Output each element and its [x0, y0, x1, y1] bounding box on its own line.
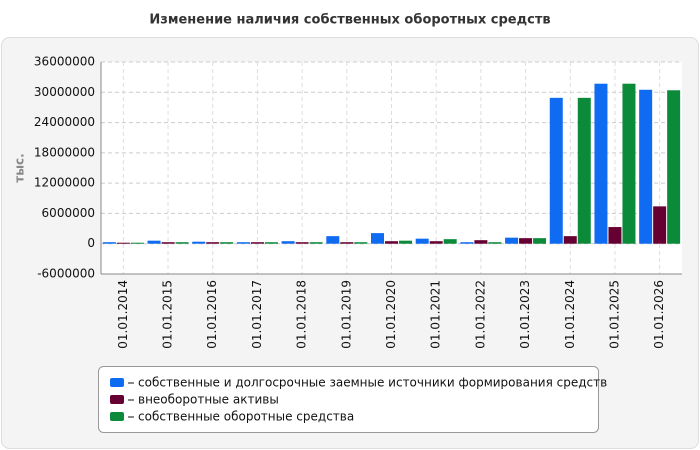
bar [429, 241, 443, 244]
legend-label: внеоборотные активы [138, 393, 279, 407]
x-tick-label: 01.01.2020 [384, 280, 398, 349]
bar [326, 236, 340, 244]
legend-label: собственные оборотные средства [138, 410, 354, 424]
x-tick-label: 01.01.2022 [473, 280, 487, 349]
legend-swatch [110, 378, 124, 387]
legend-swatch [110, 395, 124, 404]
bar [161, 242, 175, 244]
bar [354, 242, 368, 244]
bar [608, 227, 622, 244]
y-tick-label: 30000000 [34, 85, 95, 99]
bar [206, 242, 220, 244]
bar [667, 90, 681, 244]
bar [474, 240, 488, 244]
bar [577, 97, 591, 244]
y-tick-label: 36000000 [34, 55, 95, 69]
x-tick-label: 01.01.2015 [161, 280, 175, 349]
bar [639, 89, 653, 244]
x-tick-label: 01.01.2023 [518, 280, 532, 349]
bar [533, 238, 547, 244]
y-tick-label: 0 [87, 236, 95, 250]
legend [98, 366, 599, 433]
bar [505, 237, 519, 244]
bar [192, 241, 206, 244]
y-tick-label: -6000000 [37, 267, 95, 281]
bar [399, 240, 412, 244]
bar [460, 242, 474, 244]
bar [130, 242, 144, 244]
bar [563, 236, 577, 244]
bar [385, 241, 398, 244]
bar [147, 240, 161, 244]
bar [443, 239, 457, 244]
bar [519, 238, 533, 244]
chart-title: Изменение наличия собственных оборотных … [149, 13, 550, 28]
bar [309, 242, 323, 244]
bar [236, 242, 250, 244]
y-tick-label: 24000000 [34, 115, 95, 129]
bar [594, 83, 608, 244]
x-tick-label: 01.01.2018 [295, 280, 309, 349]
bar [488, 242, 502, 244]
bar [295, 242, 309, 244]
bar [415, 238, 429, 244]
y-axis-label: тыс. [13, 153, 27, 182]
bar [264, 242, 278, 244]
bar [653, 206, 667, 244]
x-tick-label: 01.01.2017 [250, 280, 264, 349]
x-tick-label: 01.01.2016 [205, 280, 219, 349]
x-tick-label: 01.01.2014 [116, 280, 130, 349]
bar [622, 83, 636, 244]
x-tick-label: 01.01.2021 [429, 280, 443, 349]
legend-swatch [110, 412, 124, 421]
x-tick-label: 01.01.2019 [339, 280, 353, 349]
bar [371, 233, 384, 244]
y-tick-label: 12000000 [34, 176, 95, 190]
bar [102, 242, 116, 244]
x-tick-label: 01.01.2024 [563, 280, 577, 349]
x-tick-label: 01.01.2025 [607, 280, 621, 349]
legend-label: собственные и долгосрочные заемные источ… [138, 376, 607, 390]
bar [549, 97, 563, 244]
x-tick-label: 01.01.2026 [652, 280, 666, 349]
bar [116, 242, 130, 244]
bar [175, 242, 189, 244]
y-tick-label: 6000000 [42, 206, 95, 220]
bar [250, 242, 264, 244]
bar [220, 242, 234, 244]
y-tick-label: 18000000 [34, 145, 95, 159]
bar [281, 241, 295, 244]
bar [340, 242, 354, 244]
